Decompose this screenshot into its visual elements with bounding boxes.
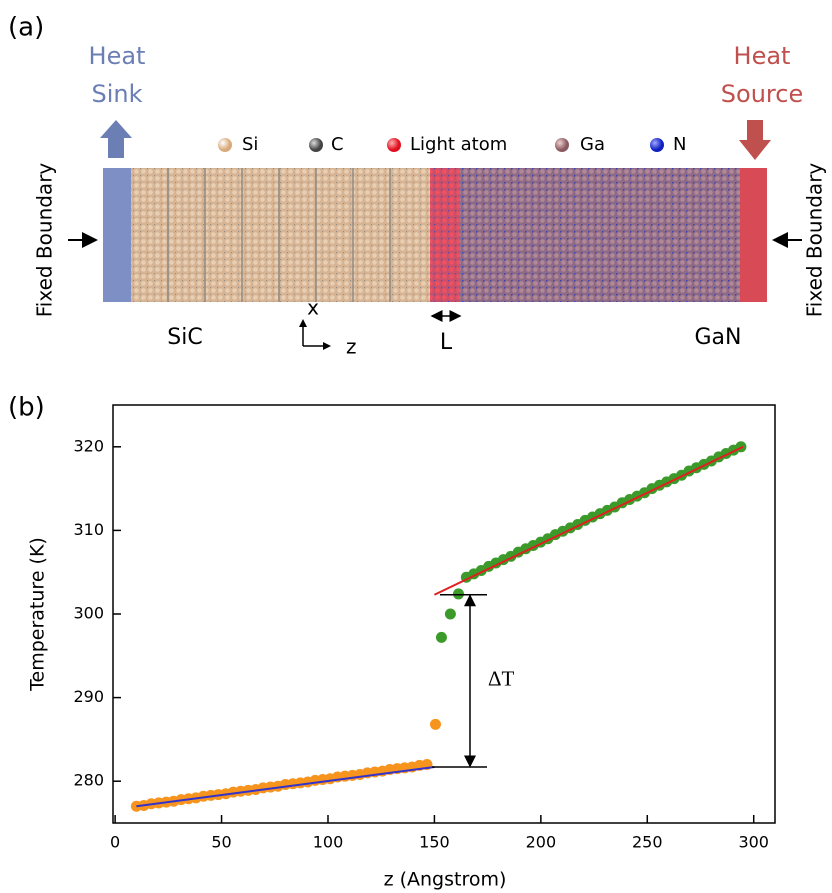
- legend-label: N: [673, 134, 686, 155]
- axis-label: x: [307, 296, 319, 320]
- y-tick-label: 290: [73, 687, 104, 706]
- legend-swatch: [650, 138, 664, 152]
- legend-swatch: [387, 138, 401, 152]
- x-tick-label: 200: [526, 833, 557, 852]
- width-label: L: [440, 330, 453, 355]
- legend-swatch: [555, 138, 569, 152]
- data-point: [452, 588, 464, 600]
- axis-label: z: [346, 335, 357, 359]
- legend-label: C: [331, 134, 344, 155]
- atomistic-slab: [103, 168, 767, 302]
- x-tick-label: 300: [738, 833, 769, 852]
- x-tick-label: 250: [632, 833, 663, 852]
- material-label: GaN: [695, 325, 742, 350]
- y-axis-title: Temperature (K): [27, 537, 49, 692]
- x-tick-label: 50: [211, 833, 231, 852]
- boundary-label: Fixed Boundary: [803, 163, 827, 318]
- heat-source-label: Source: [721, 80, 803, 108]
- heat-sink-label: Heat: [89, 42, 146, 70]
- material-label: SiC: [167, 325, 202, 350]
- heat-sink-arrow: [100, 120, 132, 158]
- axis-glyph: [302, 322, 328, 347]
- data-point: [435, 631, 447, 643]
- legend-swatch: [218, 138, 232, 152]
- boundary-label: Fixed Boundary: [33, 163, 57, 318]
- legend-label: Ga: [580, 134, 605, 155]
- panel-label: (b): [8, 393, 45, 423]
- panel-label: (a): [8, 13, 44, 43]
- fit-line: [136, 765, 435, 808]
- heat-source-arrow: [739, 120, 771, 160]
- delta-t-label: ΔT: [488, 667, 515, 691]
- data-point: [444, 608, 456, 620]
- x-tick-label: 150: [419, 833, 450, 852]
- y-tick-label: 280: [73, 771, 104, 790]
- legend-label: Si: [242, 134, 258, 155]
- legend-label: Light atom: [410, 134, 507, 155]
- heat-sink-label: Sink: [91, 80, 142, 108]
- plot-frame: [112, 404, 776, 824]
- y-tick-label: 300: [73, 604, 104, 623]
- x-tick-label: 0: [110, 833, 120, 852]
- x-axis-title: z (Angstrom): [384, 869, 507, 891]
- data-point: [429, 718, 441, 730]
- fit-line: [433, 445, 744, 596]
- x-tick-label: 100: [313, 833, 344, 852]
- legend-swatch: [309, 138, 323, 152]
- y-tick-label: 310: [73, 520, 104, 539]
- heat-source-label: Heat: [734, 42, 791, 70]
- y-tick-label: 320: [73, 436, 104, 455]
